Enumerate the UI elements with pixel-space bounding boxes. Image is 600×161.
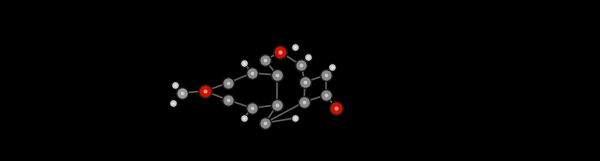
Point: [290, 117, 300, 119]
Point: [321, 74, 331, 76]
Point: [177, 92, 187, 94]
Point: [290, 46, 300, 48]
Point: [272, 104, 282, 106]
Point: [275, 51, 284, 53]
Point: [223, 82, 233, 84]
Point: [200, 90, 210, 92]
Point: [300, 81, 310, 83]
Point: [327, 66, 337, 68]
Point: [239, 62, 249, 64]
Point: [247, 107, 257, 109]
Point: [303, 56, 313, 58]
Point: [327, 66, 337, 68]
Point: [296, 64, 306, 66]
Point: [272, 104, 282, 106]
Point: [300, 81, 310, 83]
Point: [170, 84, 180, 86]
Point: [296, 64, 306, 66]
Point: [239, 117, 249, 119]
Point: [260, 59, 270, 61]
Point: [168, 102, 178, 104]
Point: [247, 107, 257, 109]
Point: [247, 72, 257, 74]
Point: [272, 74, 282, 76]
Point: [239, 62, 249, 64]
Point: [239, 117, 249, 119]
Point: [247, 72, 257, 74]
Point: [303, 56, 313, 58]
Point: [290, 117, 300, 119]
Point: [239, 117, 249, 119]
Point: [321, 94, 331, 96]
Point: [177, 92, 187, 94]
Point: [321, 74, 331, 76]
Point: [272, 74, 282, 76]
Point: [200, 90, 209, 92]
Point: [331, 107, 341, 109]
Point: [247, 72, 257, 74]
Point: [299, 101, 309, 103]
Point: [321, 94, 331, 96]
Point: [260, 122, 270, 124]
Point: [299, 101, 309, 103]
Point: [170, 84, 180, 86]
Point: [223, 99, 233, 101]
Point: [272, 104, 282, 106]
Point: [247, 107, 257, 109]
Point: [260, 122, 270, 124]
Point: [290, 46, 300, 48]
Point: [168, 102, 178, 104]
Point: [223, 99, 233, 101]
Point: [200, 90, 210, 92]
Point: [260, 59, 270, 61]
Point: [321, 94, 331, 96]
Point: [300, 80, 310, 83]
Point: [299, 101, 309, 103]
Point: [223, 82, 233, 84]
Point: [168, 102, 178, 104]
Point: [223, 99, 233, 101]
Point: [321, 74, 331, 76]
Point: [260, 122, 270, 124]
Point: [272, 74, 282, 76]
Point: [290, 117, 300, 119]
Point: [239, 62, 249, 64]
Point: [303, 56, 313, 58]
Point: [331, 107, 341, 109]
Point: [331, 107, 341, 109]
Point: [296, 64, 306, 66]
Point: [290, 46, 300, 48]
Point: [275, 51, 285, 53]
Point: [327, 66, 337, 68]
Point: [275, 51, 285, 53]
Point: [177, 92, 187, 94]
Point: [260, 59, 270, 61]
Point: [223, 82, 233, 84]
Point: [170, 84, 180, 86]
